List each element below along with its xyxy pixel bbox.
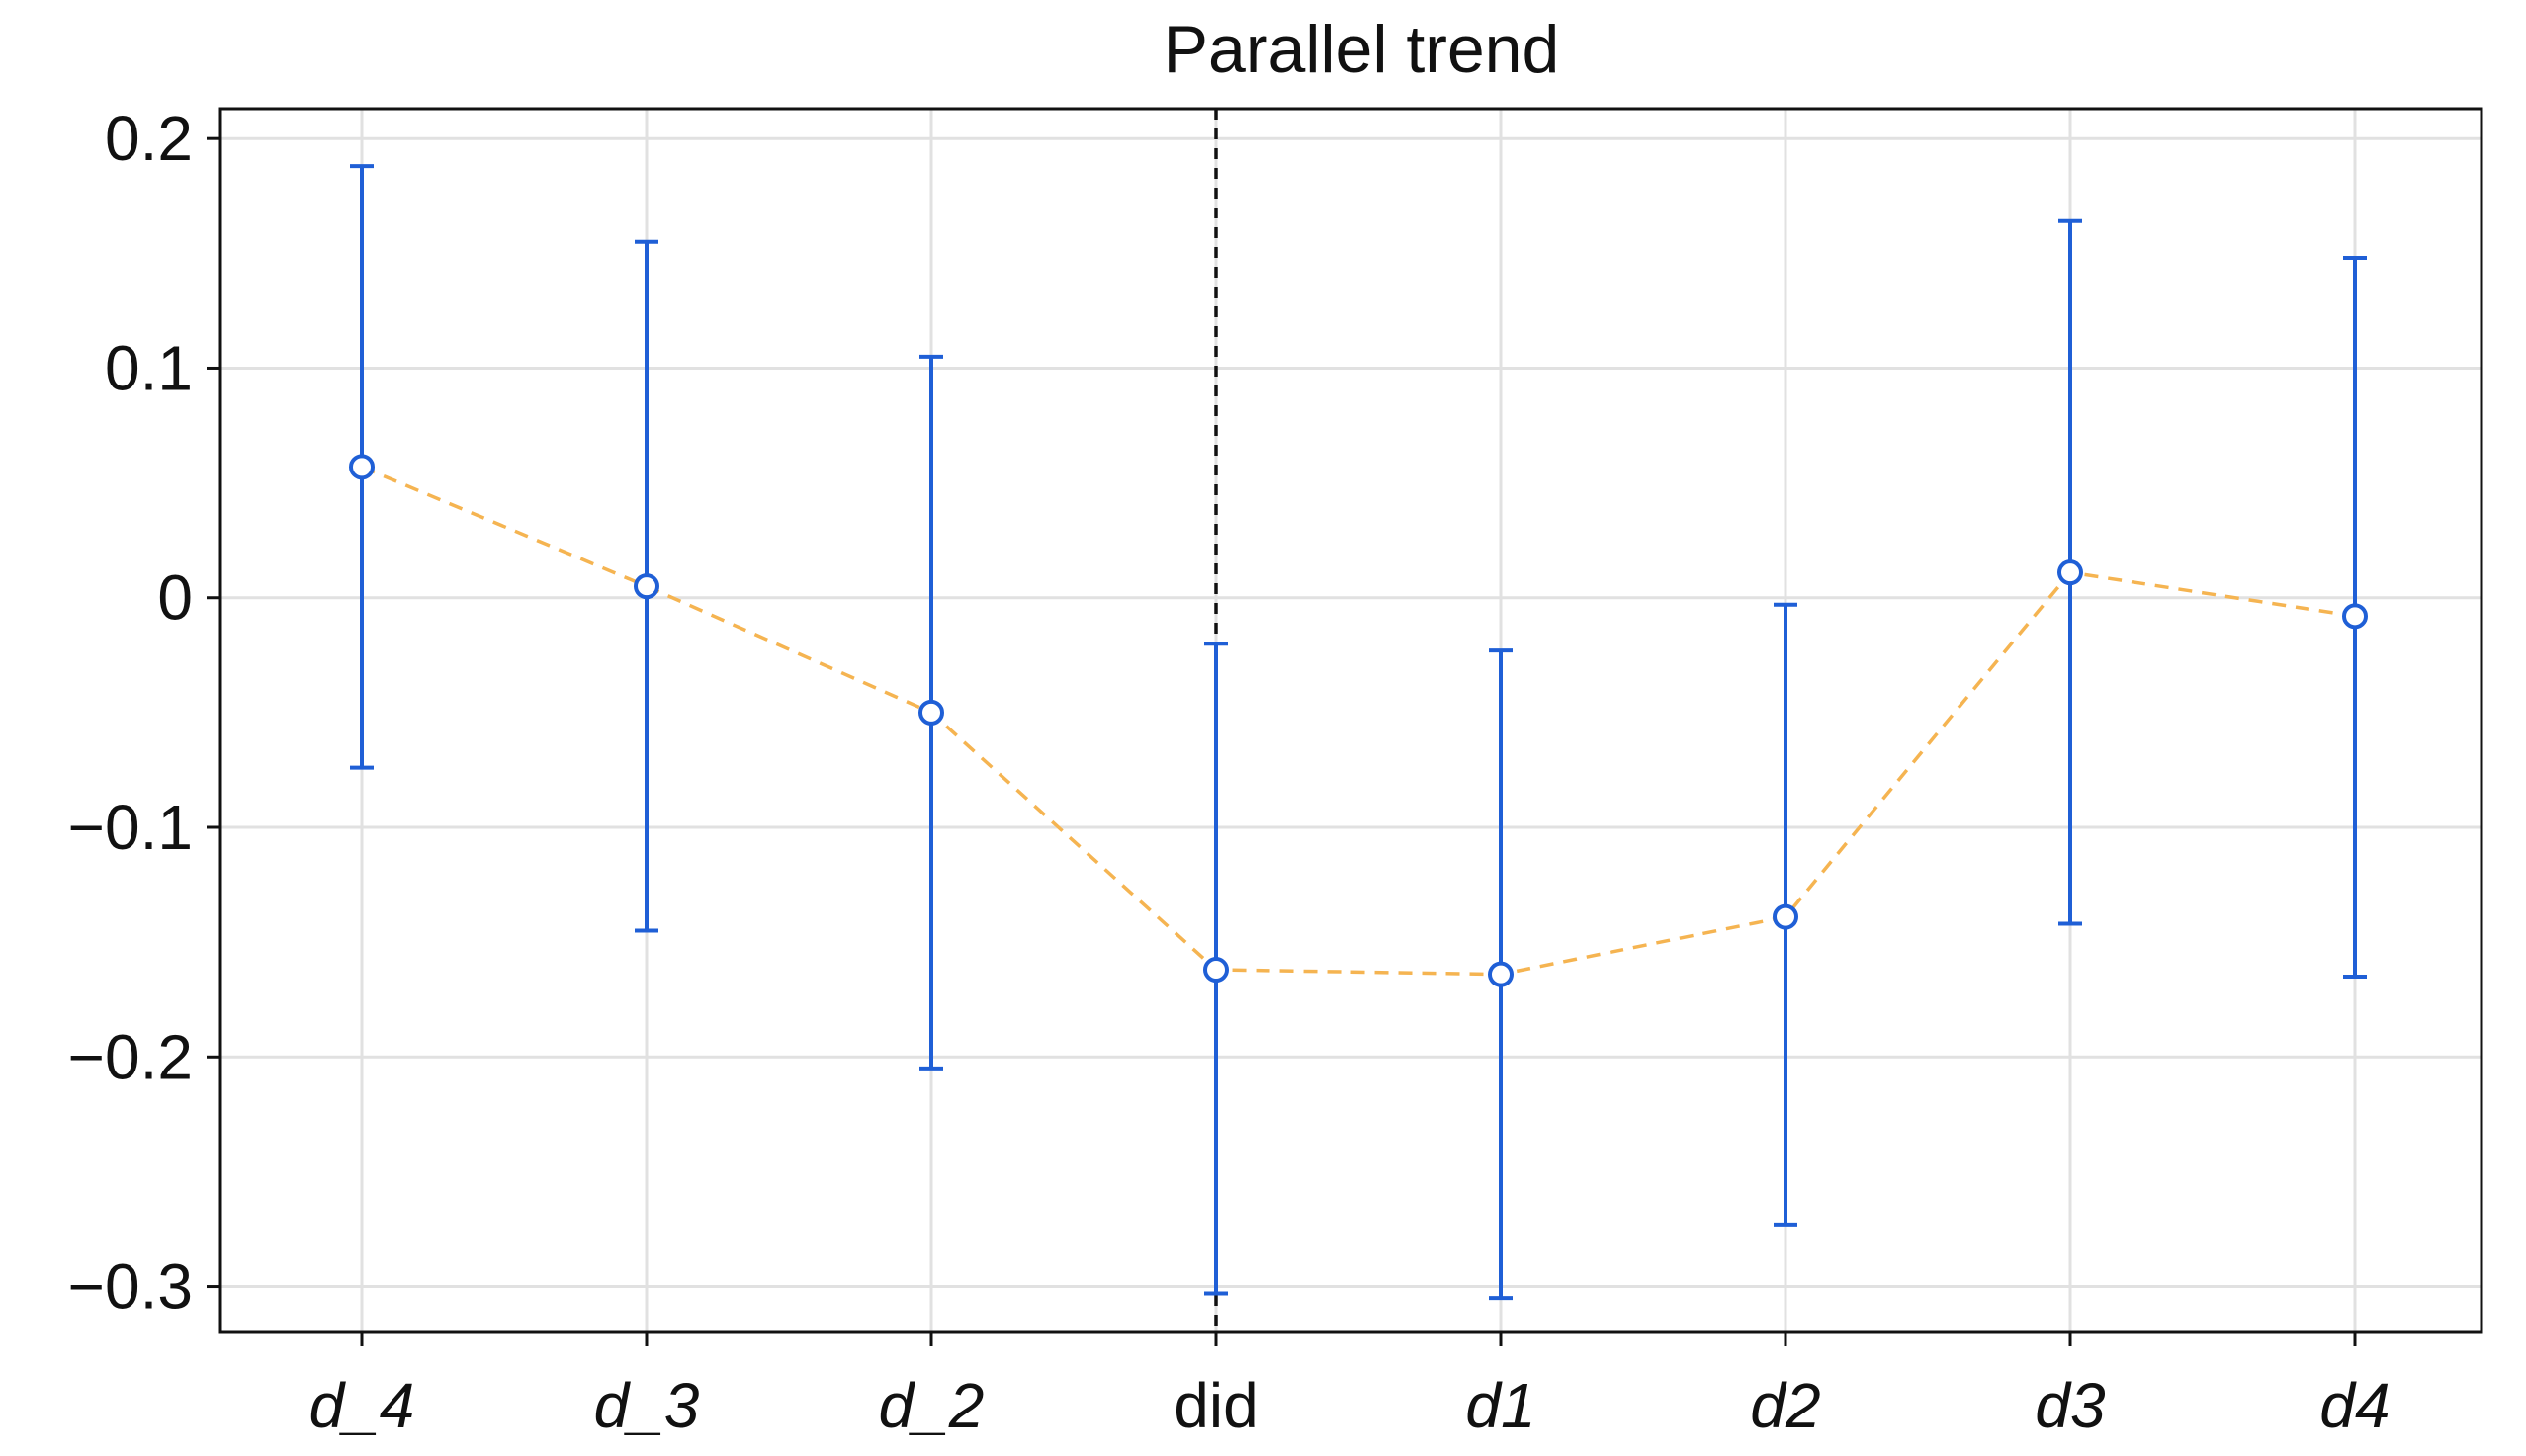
connecting-dashed-line [361,465,2356,977]
point-marker-d3 [2057,559,2083,586]
y-tick-label: −0.2 [68,1021,193,1092]
point-marker-d_2 [918,699,944,726]
x-tick-label: did [1174,1370,1258,1441]
y-tick-label: 0.1 [105,332,193,403]
point-markers [349,454,2368,987]
connecting-line-group [361,465,2356,977]
grid-lines [220,109,2482,1332]
plot-frame [218,107,2483,1334]
y-tick-label: 0 [157,562,193,634]
point-marker-d_4 [349,454,375,480]
x-tick-label: d3 [2035,1370,2106,1441]
x-tick-label: d2 [1750,1370,1820,1441]
y-axis: 0.2 0.1 0 −0.1 −0.2 −0.3 [68,103,220,1323]
x-tick-label: d_3 [594,1370,700,1441]
x-tick-label: d4 [2319,1370,2390,1441]
y-tick-label: −0.1 [68,792,193,863]
point-marker-d4 [2342,603,2368,630]
y-tick-label: −0.3 [68,1251,193,1323]
point-marker-d_3 [634,573,659,600]
point-marker-d1 [1488,961,1514,987]
x-tick-label: d1 [1465,1370,1535,1441]
error-bars [350,164,2367,1301]
chart-title: Parallel trend [1164,12,1560,87]
y-tick-label: 0.2 [105,103,193,174]
x-tick-label: d_2 [879,1370,985,1441]
x-axis: d_4 d_3 d_2 did d1 d2 d3 d4 [309,1332,2391,1441]
x-tick-label: d_4 [309,1370,415,1441]
point-marker-d2 [1773,903,1798,930]
point-marker-did [1203,957,1229,984]
